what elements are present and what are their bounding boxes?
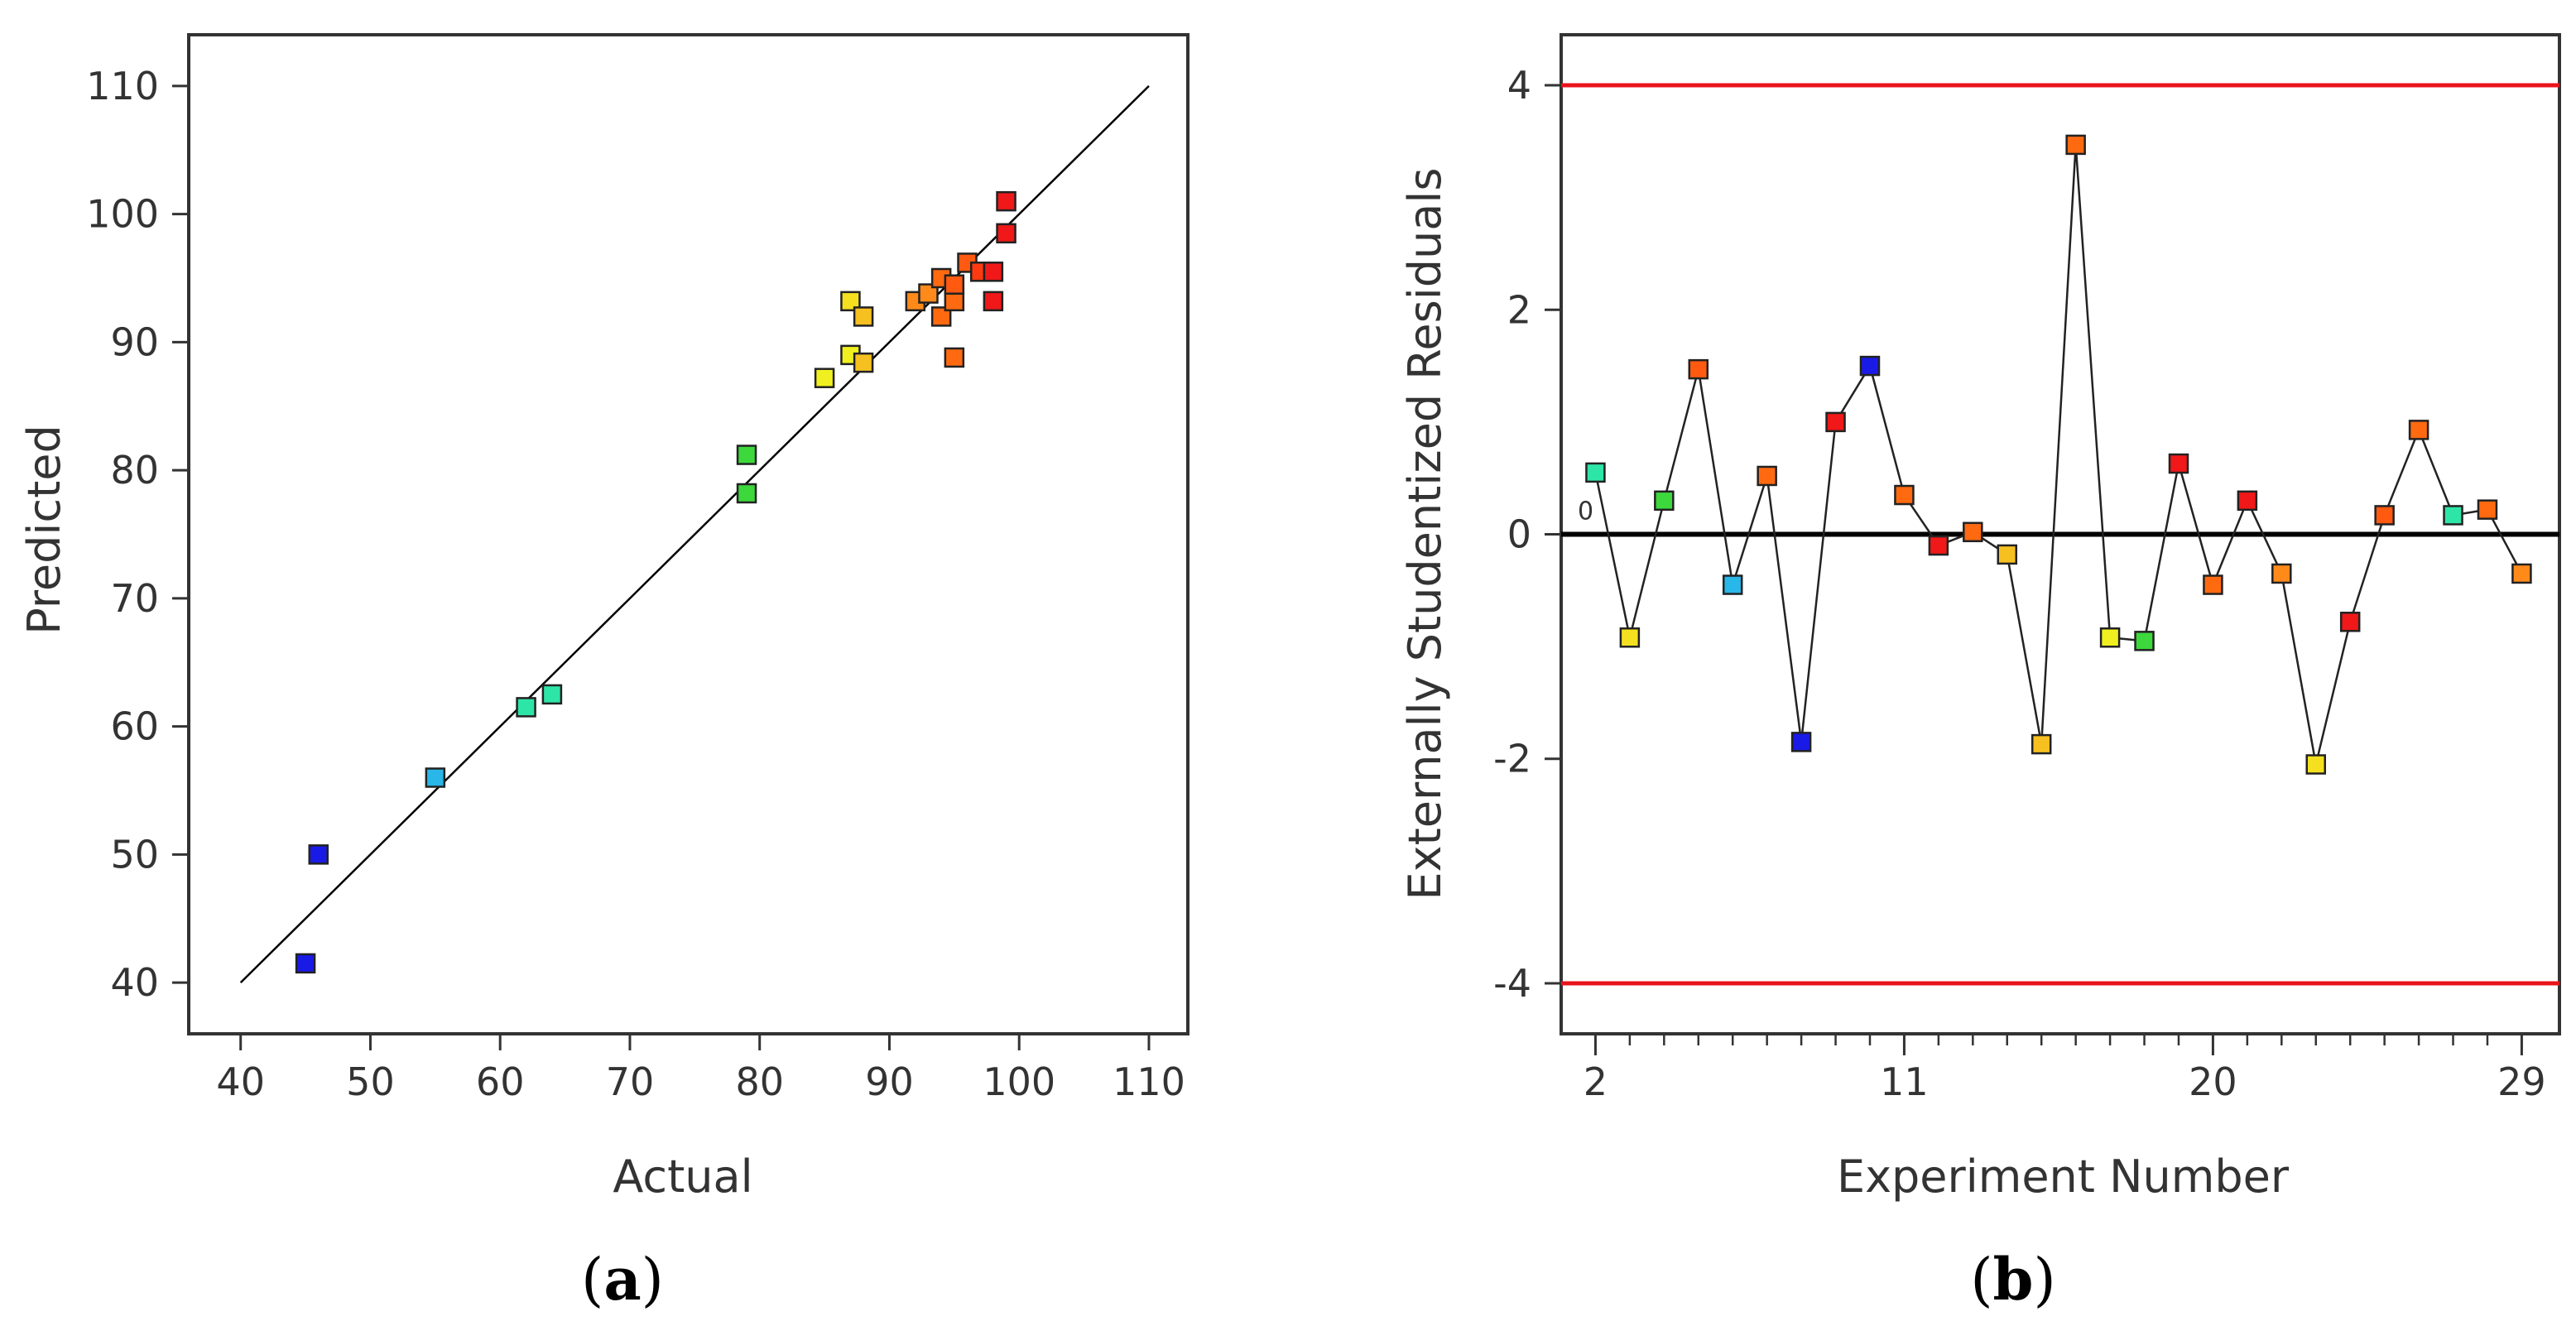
panel-a-data-point [425,767,446,788]
panel-b-data-point [2271,563,2292,584]
panel-b-data-point [1688,358,1709,380]
panel-a-data-point [983,291,1004,312]
panel-a-y-tick-label: 50 [110,832,159,877]
panel-b-residuals-vs-run: 2 11 20 29 -4 -2 0 2 4 0 Experiment Number Exter… [1399,33,2561,1314]
panel-a-x-tick-label: 110 [1113,1059,1185,1104]
panel-b-data-point [2408,420,2429,440]
panel-a-caption: (a) [581,1245,664,1314]
panel-a-x-tick-label: 50 [346,1059,395,1104]
panel-b-data-point [2099,627,2121,648]
panel-b-data-point [2339,612,2361,632]
panel-a-actual-vs-predicted: 40 50 60 70 80 90 100 110 40 50 60 70 80 90 100 110 Act… [18,33,1189,1314]
panel-a-data-point [853,352,874,373]
panel-b-x-axis-title: Experiment Number [1837,1151,2290,1203]
panel-a-y-tick-label: 100 [86,192,159,237]
panel-b-x-tick-label: 29 [2497,1059,2546,1104]
panel-b-caption-letter: b [1993,1245,2034,1314]
panel-a-data-point [516,697,536,718]
panel-b-y-tick-label: 0 [1507,512,1531,557]
panel-b-data-point [2168,453,2189,474]
panel-a-y-axis-title: Predicted [18,425,70,635]
panel-b-caption: (b) [1970,1245,2056,1314]
panel-b-data-point [2477,499,2498,520]
panel-a-data-point [840,291,861,312]
panel-a-y-tick-label: 80 [110,448,159,492]
panel-b-data-point [1585,462,1606,483]
panel-b-data-point [1894,484,1915,506]
panel-a-data-point [944,291,965,312]
panel-a-data-point [295,953,316,974]
panel-b-data-point [2374,505,2395,526]
panel-a-y-tick-label: 40 [110,960,159,1005]
panel-b-x-tick-label: 11 [1880,1059,1929,1104]
panel-a-plot-frame [187,33,1189,1035]
panel-b-y-axis-title: Externally Studentized Residuals [1399,168,1451,901]
panel-a-data-point [996,223,1016,244]
panel-a-data-point [983,262,1004,282]
panel-a-data-point [918,283,939,304]
panel-b-data-point [1825,411,1846,433]
panel-a-data-point [736,483,757,504]
panel-b-zero-note: 0 [1578,497,1593,526]
panel-b-data-point [1928,535,1949,556]
panel-b-x-tick-label: 2 [1584,1059,1608,1104]
panel-a-data-point [308,844,329,865]
panel-a-data-point [944,274,965,295]
panel-b-y-tick-label: 4 [1507,63,1531,108]
panel-a-ticks: 40 50 60 70 80 90 100 110 40 50 60 70 80 90 100 110 [86,64,1185,1104]
panel-a-y-tick-label: 70 [110,576,159,621]
panel-b-data-point [2203,574,2223,595]
panel-b-points [1585,134,2532,775]
panel-b-data-point [2065,134,2086,156]
panel-b-data-point [1859,355,1881,377]
panel-a-x-tick-label: 100 [983,1059,1055,1104]
panel-a-data-point [853,306,874,327]
panel-a-data-point [944,347,965,368]
panel-b-data-point [1654,490,1675,512]
panel-b-y-tick-label: 2 [1507,287,1531,332]
panel-b-data-point [2031,733,2052,755]
panel-a-points [295,190,1016,974]
panel-b-data-point [1963,521,1983,543]
panel-a-x-tick-label: 40 [216,1059,265,1104]
panel-a-x-tick-label: 60 [476,1059,525,1104]
panel-a-caption-letter: a [603,1245,641,1314]
panel-b-data-point [2305,754,2327,775]
panel-a-x-tick-label: 90 [865,1059,914,1104]
panel-a-y-tick-label: 90 [110,319,159,364]
panel-b-data-point [2237,490,2258,512]
panel-a-data-point [736,444,757,465]
panel-b-data-point [1722,574,1743,595]
panel-b-data-point [2511,563,2532,584]
panel-b-data-point [1619,627,1641,648]
panel-a-x-axis-title: Actual [613,1151,752,1203]
panel-a-data-point [996,190,1016,212]
panel-a-x-tick-label: 70 [606,1059,655,1104]
panel-a-y-tick-label: 60 [110,704,159,749]
panel-a-data-point [930,306,952,327]
panel-b-data-point [1790,732,1812,752]
panel-b-data-point [2443,505,2463,526]
panel-a-data-point [814,368,835,388]
panel-b-data-point [1997,544,2018,565]
panel-b-data-point [1757,465,1777,487]
panel-a-x-tick-label: 80 [735,1059,784,1104]
panel-b-data-point [2134,631,2155,651]
panel-b-residual-series-line [1594,144,2523,765]
panel-b-ticks: 2 11 20 29 -4 -2 0 2 4 [1493,63,2546,1104]
panel-b-y-tick-label: -2 [1493,737,1531,781]
panel-a-y-tick-label: 110 [86,64,159,108]
panel-b-y-tick-label: -4 [1493,961,1531,1006]
panel-b-x-tick-label: 20 [2189,1059,2237,1104]
panel-a-data-point [541,684,563,705]
